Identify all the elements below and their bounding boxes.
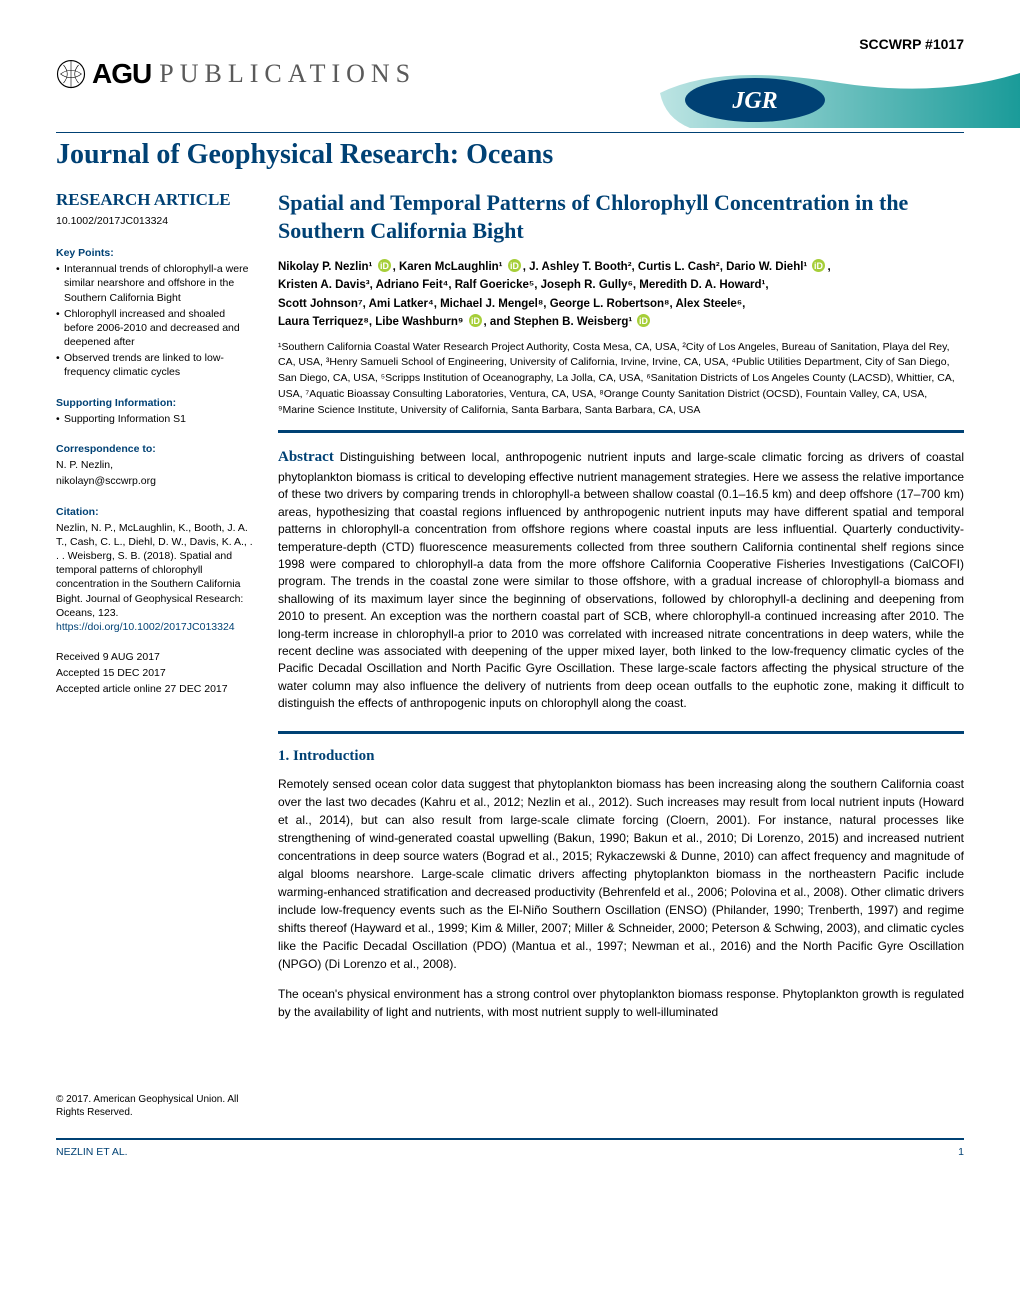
orcid-icon: iD [378,259,391,272]
citation-label: Citation: [56,505,256,519]
footer-authors: NEZLIN ET AL. [56,1146,128,1158]
divider-rule [278,731,964,734]
article-title: Spatial and Temporal Patterns of Chlorop… [278,189,964,244]
correspondence-name: N. P. Nezlin, [56,458,256,472]
sccwrp-id: SCCWRP #1017 [56,36,964,52]
svg-text:iD: iD [814,261,823,271]
key-points-label: Key Points: [56,246,256,260]
svg-text:iD: iD [510,261,519,271]
citation-doi-link[interactable]: https://doi.org/10.1002/2017JC013324 [56,621,235,633]
divider-rule [278,430,964,433]
jgr-banner: JGR [660,58,1020,128]
section-heading: 1. Introduction [278,748,964,765]
header-rule [56,132,964,133]
svg-text:iD: iD [380,261,389,271]
supporting-info-list: Supporting Information S1 [56,412,256,426]
abstract: Abstract Distinguishing between local, a… [278,447,964,712]
correspondence-label: Correspondence to: [56,442,256,456]
supporting-info-item: Supporting Information S1 [56,412,256,426]
supporting-info-label: Supporting Information: [56,396,256,410]
date-accepted: Accepted 15 DEC 2017 [56,666,256,680]
publisher-header: AGU PUBLICATIONS JGR [56,58,964,128]
sidebar: RESEARCH ARTICLE 10.1002/2017JC013324 Ke… [56,189,256,1120]
orcid-icon: iD [508,259,521,272]
authors: Nikolay P. Nezlin¹ iD, Karen McLaughlin¹… [278,258,964,332]
correspondence-email: nikolayn@sccwrp.org [56,474,256,488]
orcid-icon: iD [469,314,482,327]
key-point-item: Chlorophyll increased and shoaled before… [56,307,256,350]
key-point-item: Observed trends are linked to low-freque… [56,351,256,379]
copyright: © 2017. American Geophysical Union. All … [56,1093,256,1120]
body-paragraph: Remotely sensed ocean color data suggest… [278,775,964,973]
key-point-item: Interannual trends of chlorophyll-a were… [56,262,256,305]
page-footer: NEZLIN ET AL. 1 [56,1140,964,1158]
doi: 10.1002/2017JC013324 [56,214,256,228]
body-paragraph: The ocean's physical environment has a s… [278,985,964,1021]
affiliations: ¹Southern California Coastal Water Resea… [278,340,964,419]
svg-text:JGR: JGR [731,88,777,114]
date-received: Received 9 AUG 2017 [56,650,256,664]
key-points-list: Interannual trends of chlorophyll-a were… [56,262,256,379]
agu-seal-icon [56,59,86,89]
date-accepted-online: Accepted article online 27 DEC 2017 [56,682,256,696]
main-content: Spatial and Temporal Patterns of Chlorop… [278,189,964,1120]
journal-title: Journal of Geophysical Research: Oceans [56,139,964,171]
svg-text:iD: iD [639,316,648,326]
abstract-label: Abstract [278,449,334,465]
page-number: 1 [958,1146,964,1158]
agu-wordmark: AGU [92,58,151,90]
citation-text: Nezlin, N. P., McLaughlin, K., Booth, J.… [56,521,256,634]
orcid-icon: iD [812,259,825,272]
orcid-icon: iD [637,314,650,327]
article-type: RESEARCH ARTICLE [56,189,256,212]
svg-text:iD: iD [471,316,480,326]
publications-word: PUBLICATIONS [159,59,416,89]
